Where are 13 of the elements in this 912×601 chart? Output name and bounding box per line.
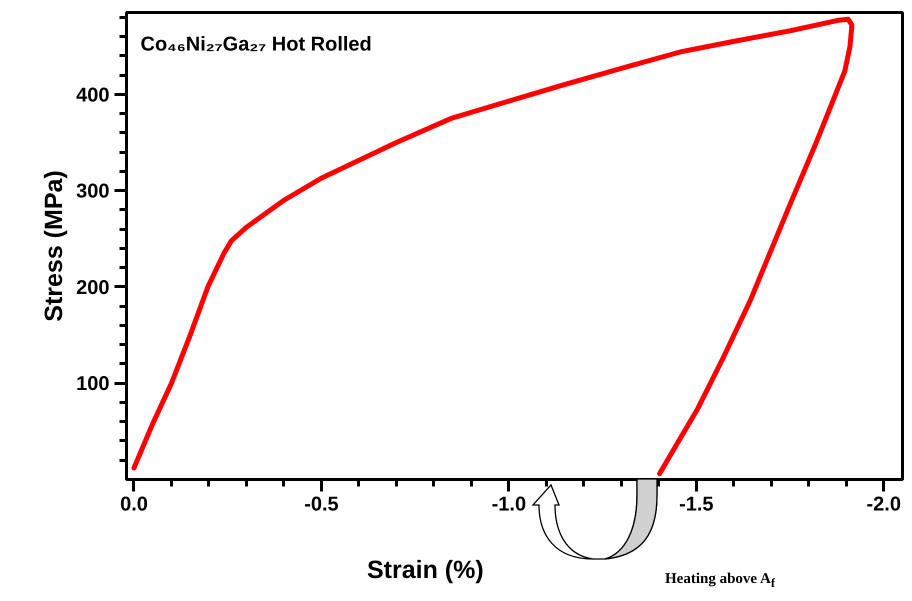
y-tick-label: 100	[76, 373, 110, 396]
y-tick-label: 300	[76, 180, 110, 203]
y-tick-label: 200	[76, 276, 110, 299]
text: Co₄₆Ni₂₇Ga₂₇ Hot Rolled	[140, 34, 372, 56]
x-tick-label: -1.5	[679, 494, 714, 516]
x-tick-label: -0.5	[304, 494, 339, 516]
x-tick-label: -1.0	[492, 494, 526, 516]
y-axis-title: Stress (MPa)	[40, 170, 68, 322]
text: Heating above A$_{f}$	[665, 570, 776, 592]
x-tick-label: -2.0	[866, 494, 901, 516]
x-tick-label: 0.0	[120, 494, 148, 516]
x-axis-title: Strain (%)	[367, 555, 484, 586]
y-tick-label: 400	[76, 84, 110, 106]
